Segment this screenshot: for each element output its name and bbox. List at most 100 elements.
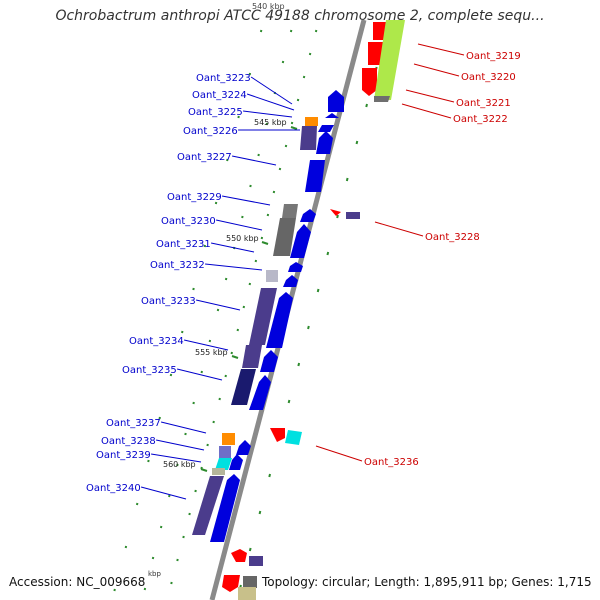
- label-leaders: [140, 43, 465, 500]
- skew-dot: [236, 328, 239, 332]
- skew-dot: [284, 144, 288, 148]
- gene-block-3235a: [231, 369, 256, 405]
- gene-block-3235b: [249, 375, 271, 410]
- skew-dot: [290, 121, 294, 125]
- leader-line-oant-3224: [246, 93, 295, 111]
- gene-block-bottom-1: [231, 549, 247, 562]
- skew-dot: [289, 29, 293, 33]
- ruler-label-545: 545 kbp: [254, 118, 287, 127]
- leader-line-oant-3230: [215, 219, 263, 231]
- gene-block-3229b: [300, 209, 316, 222]
- leader-line-oant-3234: [183, 339, 229, 351]
- gene-label-oant-3239[interactable]: Oant_3239: [96, 450, 151, 461]
- gene-label-oant-3233[interactable]: Oant_3233: [141, 296, 196, 307]
- gene-label-oant-3220[interactable]: Oant_3220: [461, 72, 516, 83]
- skew-dot: [124, 545, 128, 549]
- gene-block-3230b: [290, 224, 311, 258]
- gene-block-3226a: [305, 117, 318, 126]
- gene-label-oant-3238[interactable]: Oant_3238: [101, 436, 156, 447]
- gene-label-oant-3224[interactable]: Oant_3224: [192, 90, 247, 101]
- skew-dot: [218, 397, 221, 401]
- leader-line-oant-3239: [151, 453, 202, 463]
- leader-line-oant-3237: [160, 421, 207, 434]
- gene-block-3240a: [192, 476, 224, 535]
- gene-block-3236b: [285, 430, 302, 445]
- gene-label-oant-3231[interactable]: Oant_3231: [156, 239, 211, 250]
- skew-dot: [224, 277, 228, 281]
- skew-dot: [281, 60, 285, 64]
- skew-dot: [216, 308, 220, 312]
- ruler-label-540: 540 kbp: [252, 2, 285, 11]
- skew-dot: [194, 489, 197, 493]
- skew-dot: [192, 401, 195, 405]
- gene-block-3222: [374, 20, 405, 100]
- gene-label-oant-3234[interactable]: Oant_3234: [129, 336, 184, 347]
- reverse-genes-mid[interactable]: [270, 209, 360, 445]
- skew-dot: [230, 351, 233, 355]
- skew-dot: [307, 325, 310, 330]
- skew-dot: [355, 140, 359, 145]
- skew-dot: [170, 581, 173, 585]
- gene-block-3230a: [273, 218, 296, 256]
- gene-label-oant-3229[interactable]: Oant_3229: [167, 192, 222, 203]
- gene-block-3228a: [330, 209, 341, 216]
- gene-label-oant-3228[interactable]: Oant_3228: [425, 232, 480, 243]
- skew-dot: [314, 29, 318, 33]
- gene-block-3234b: [260, 350, 278, 372]
- gene-label-oant-3230[interactable]: Oant_3230: [161, 216, 216, 227]
- leader-line-oant-3220: [413, 63, 460, 77]
- gene-labels[interactable]: Oant_3223 Oant_3224 Oant_3225 Oant_3226 Oant…: [86, 51, 521, 494]
- skew-dot: [226, 158, 229, 162]
- gene-label-oant-3227[interactable]: Oant_3227: [177, 152, 232, 163]
- gene-block-3239a: [215, 458, 232, 470]
- leader-line-oant-3238: [155, 439, 205, 451]
- leader-line-oant-3227: [231, 155, 277, 166]
- gene-label-oant-3221[interactable]: Oant_3221: [456, 98, 511, 109]
- reverse-genes-top[interactable]: [362, 20, 405, 102]
- skew-dot: [176, 558, 179, 562]
- bottom-genes[interactable]: [222, 549, 263, 600]
- gene-block-3232c: [283, 275, 298, 287]
- skew-dot: [278, 167, 282, 171]
- gene-label-oant-3235[interactable]: Oant_3235: [122, 365, 177, 376]
- gene-label-oant-3240[interactable]: Oant_3240: [86, 483, 141, 494]
- topology-summary: Topology: circular; Length: 1,895,911 bp…: [262, 575, 592, 589]
- gene-label-oant-3226[interactable]: Oant_3226: [183, 126, 238, 137]
- skew-dot: [265, 122, 268, 126]
- gene-block-3226b: [300, 126, 317, 150]
- gene-block-3223: [328, 90, 344, 112]
- gene-label-oant-3223[interactable]: Oant_3223: [196, 73, 251, 84]
- gene-label-oant-3219[interactable]: Oant_3219: [466, 51, 521, 62]
- leader-line-oant-3219: [417, 43, 465, 56]
- gene-block-3228b: [346, 212, 360, 219]
- gene-label-oant-3225[interactable]: Oant_3225: [188, 107, 243, 118]
- skew-dot: [297, 362, 301, 367]
- gene-label-oant-3232[interactable]: Oant_3232: [150, 260, 205, 271]
- gene-block-3233b: [266, 292, 293, 348]
- gene-block-3232b: [266, 270, 278, 282]
- forward-genes[interactable]: [192, 90, 344, 542]
- gene-label-oant-3236[interactable]: Oant_3236: [364, 457, 419, 468]
- skew-dot: [268, 473, 271, 478]
- gene-block-3239b: [229, 454, 243, 470]
- skew-dot: [248, 547, 252, 552]
- leader-line-oant-3228: [374, 221, 424, 237]
- leader-line-oant-3225: [243, 110, 293, 118]
- skew-dot: [249, 184, 252, 188]
- skew-dot: [241, 215, 244, 219]
- skew-dot: [203, 244, 207, 248]
- skew-dot: [184, 432, 187, 436]
- skew-dot: [308, 52, 312, 56]
- skew-dot: [242, 305, 246, 309]
- gene-label-oant-3222[interactable]: Oant_3222: [453, 114, 508, 125]
- gene-block-3220: [368, 42, 383, 65]
- skew-dot: [143, 587, 147, 591]
- gene-label-oant-3237[interactable]: Oant_3237: [106, 418, 161, 429]
- ruler-label-555: 555 kbp: [195, 348, 228, 357]
- gene-block-3224: [325, 113, 339, 118]
- ruler-ticks: [200, 126, 298, 472]
- skew-dot: [266, 213, 270, 217]
- skew-dot: [254, 259, 258, 263]
- gene-block-3237: [222, 433, 235, 445]
